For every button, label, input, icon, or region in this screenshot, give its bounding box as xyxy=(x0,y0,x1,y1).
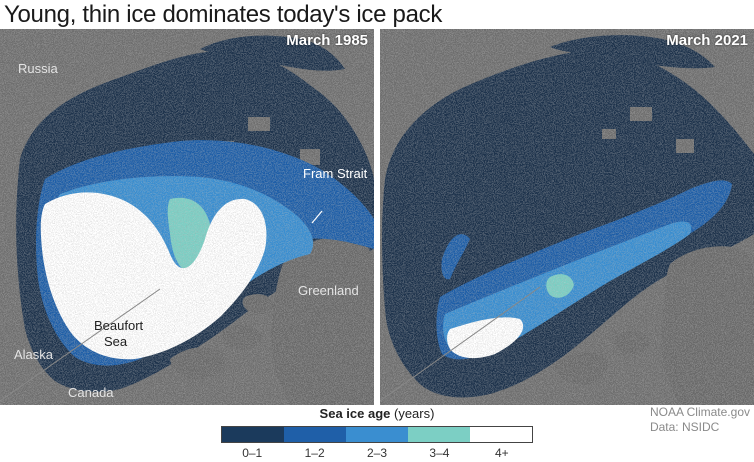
legend-label-4-plus: 4+ xyxy=(494,446,509,460)
legend-title-bold: Sea ice age xyxy=(319,406,391,421)
panel-label-2021: March 2021 xyxy=(666,32,748,49)
legend-swatch-3-4 xyxy=(408,427,470,442)
ice-texture xyxy=(0,29,374,405)
label-fram-strait: Fram Strait xyxy=(303,166,368,181)
arctic-map-2021 xyxy=(380,29,754,405)
panel-divider xyxy=(374,29,380,405)
map-title: Young, thin ice dominates today's ice pa… xyxy=(4,1,443,28)
legend-label-3-4: 3–4 xyxy=(429,446,450,460)
legend-title-unit: (years) xyxy=(394,406,435,421)
panel-label-1985: March 1985 xyxy=(286,32,368,49)
graticule-line xyxy=(0,288,161,402)
legend-labels: 0–1 1–2 2–3 3–4 4+ xyxy=(221,446,533,460)
arctic-map-1985 xyxy=(0,29,374,405)
label-greenland: Greenland xyxy=(298,283,359,298)
ice-texture xyxy=(380,29,754,405)
legend-swatch-4-plus xyxy=(470,427,532,442)
legend-label-2-3: 2–3 xyxy=(367,446,388,460)
map-panel-2021: March 2021 xyxy=(380,29,754,405)
label-beaufort: Beaufort xyxy=(94,318,144,333)
legend-swatch-0-1 xyxy=(222,427,284,442)
legend-bar xyxy=(221,426,533,443)
label-sea: Sea xyxy=(104,334,128,349)
map-panel-1985: March 1985 Russia Fram Strait Greenland … xyxy=(0,29,374,405)
credit-line-1: NOAA Climate.gov xyxy=(649,405,750,419)
graticule-line xyxy=(380,286,541,402)
credit-line-2: Data: NSIDC xyxy=(649,420,720,434)
label-russia: Russia xyxy=(18,61,58,76)
legend-swatch-2-3 xyxy=(346,427,408,442)
fram-strait-leader xyxy=(311,210,323,224)
legend-label-0-1: 0–1 xyxy=(242,446,263,460)
legend-swatch-1-2 xyxy=(284,427,346,442)
label-canada: Canada xyxy=(68,385,114,400)
legend-title: Sea ice age (years) xyxy=(0,406,754,421)
credit: NOAA Climate.gov Data: NSIDC xyxy=(650,405,750,435)
legend-label-1-2: 1–2 xyxy=(304,446,325,460)
label-alaska: Alaska xyxy=(14,347,54,362)
